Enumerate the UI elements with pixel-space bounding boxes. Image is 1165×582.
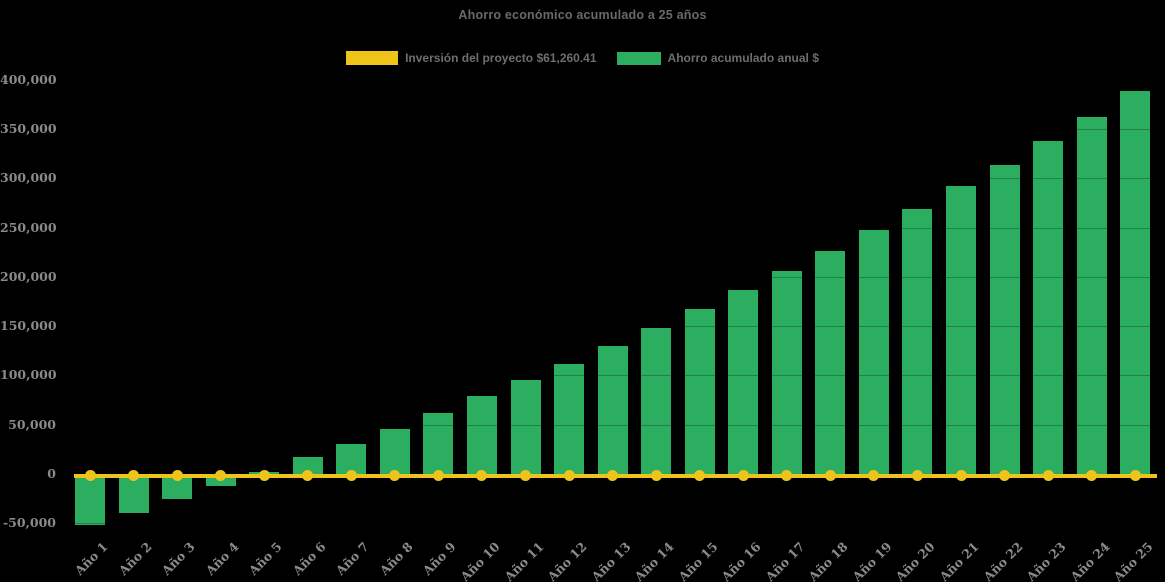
- bar-ano-1: [75, 474, 105, 526]
- bar-ano-25: [1120, 91, 1151, 474]
- gridline-50000: [65, 425, 1157, 426]
- y-tick-label-0: 0: [47, 466, 56, 481]
- y-tick-label-200000: 200,000: [0, 268, 57, 284]
- line-marker-ano-21: [955, 470, 967, 481]
- line-marker-ano-14: [650, 470, 662, 481]
- gridline-400000: [65, 80, 1157, 81]
- bar-ano-24: [1076, 117, 1107, 474]
- legend-item-ahorro: Ahorro acumulado anual $: [616, 51, 819, 65]
- gridline-250000: [65, 228, 1157, 229]
- y-tick-label-100000: 100,000: [0, 367, 57, 383]
- line-marker-ano-19: [868, 470, 880, 481]
- chart-title: Ahorro económico acumulado a 25 años: [458, 8, 707, 22]
- line-marker-ano-7: [345, 470, 357, 481]
- line-marker-ano-5: [258, 470, 270, 481]
- line-marker-ano-12: [563, 470, 575, 481]
- legend: Inversión del proyecto $61,260.41 Ahorro…: [0, 48, 1165, 68]
- line-marker-ano-23: [1042, 470, 1054, 481]
- gridline-300000: [65, 178, 1157, 179]
- line-marker-ano-2: [128, 470, 140, 481]
- legend-swatch-ahorro-bar: [616, 51, 661, 65]
- gridline-150000: [65, 326, 1157, 327]
- y-tick-label-150000: 150,000: [0, 318, 57, 334]
- bar-ano-18: [815, 251, 846, 474]
- line-marker-ano-17: [781, 470, 793, 481]
- bar-ano-20: [902, 208, 933, 474]
- bar-ano-23: [1033, 140, 1064, 474]
- bar-ano-12: [554, 363, 585, 474]
- bar-ano-16: [728, 289, 759, 474]
- y-tick-label-400000: 400,000: [0, 71, 57, 87]
- gridline--50000: [65, 523, 1157, 524]
- line-marker-ano-25: [1129, 470, 1141, 481]
- line-marker-ano-10: [476, 470, 488, 481]
- bar-ano-13: [597, 345, 628, 474]
- legend-label-inversion: Inversión del proyecto $61,260.41: [405, 51, 597, 65]
- line-marker-ano-11: [520, 470, 531, 481]
- bar-ano-22: [989, 165, 1020, 474]
- y-tick-label-350000: 350,000: [0, 120, 57, 136]
- bar-ano-17: [771, 270, 802, 474]
- bar-ano-7: [336, 444, 367, 474]
- bar-ano-14: [641, 328, 672, 474]
- y-tick-label-50000: 50,000: [8, 416, 56, 432]
- line-marker-ano-15: [694, 470, 706, 481]
- y-tick-label-250000: 250,000: [0, 219, 57, 235]
- legend-label-ahorro: Ahorro acumulado anual $: [667, 51, 819, 65]
- line-marker-ano-18: [824, 470, 836, 481]
- line-marker-ano-3: [171, 470, 183, 481]
- bar-ano-21: [946, 186, 976, 474]
- line-marker-ano-6: [302, 470, 314, 481]
- bar-ano-11: [510, 380, 541, 474]
- line-marker-ano-24: [1086, 470, 1098, 481]
- y-tick-label--50000: -50,000: [2, 515, 56, 531]
- line-marker-ano-16: [737, 470, 749, 481]
- legend-swatch-inversion-line: [346, 51, 399, 65]
- line-marker-ano-20: [911, 470, 923, 481]
- line-marker-ano-4: [215, 470, 227, 481]
- gridline-350000: [65, 129, 1157, 130]
- bar-ano-15: [684, 309, 715, 474]
- y-tick-label-300000: 300,000: [0, 170, 57, 186]
- bar-ano-9: [423, 412, 454, 474]
- bar-ano-19: [858, 230, 889, 474]
- gridline-100000: [65, 375, 1157, 376]
- legend-item-inversion: Inversión del proyecto $61,260.41: [346, 51, 597, 65]
- bar-ano-8: [379, 428, 410, 474]
- bar-ano-6: [292, 457, 323, 474]
- line-marker-ano-1: [84, 470, 96, 481]
- gridline-200000: [65, 277, 1157, 278]
- bar-ano-10: [466, 396, 497, 474]
- line-marker-ano-8: [389, 470, 401, 481]
- x-label-ano-1: Año 1: [71, 539, 111, 579]
- line-marker-ano-13: [607, 470, 619, 481]
- line-marker-ano-9: [432, 470, 444, 481]
- line-marker-ano-22: [999, 470, 1011, 481]
